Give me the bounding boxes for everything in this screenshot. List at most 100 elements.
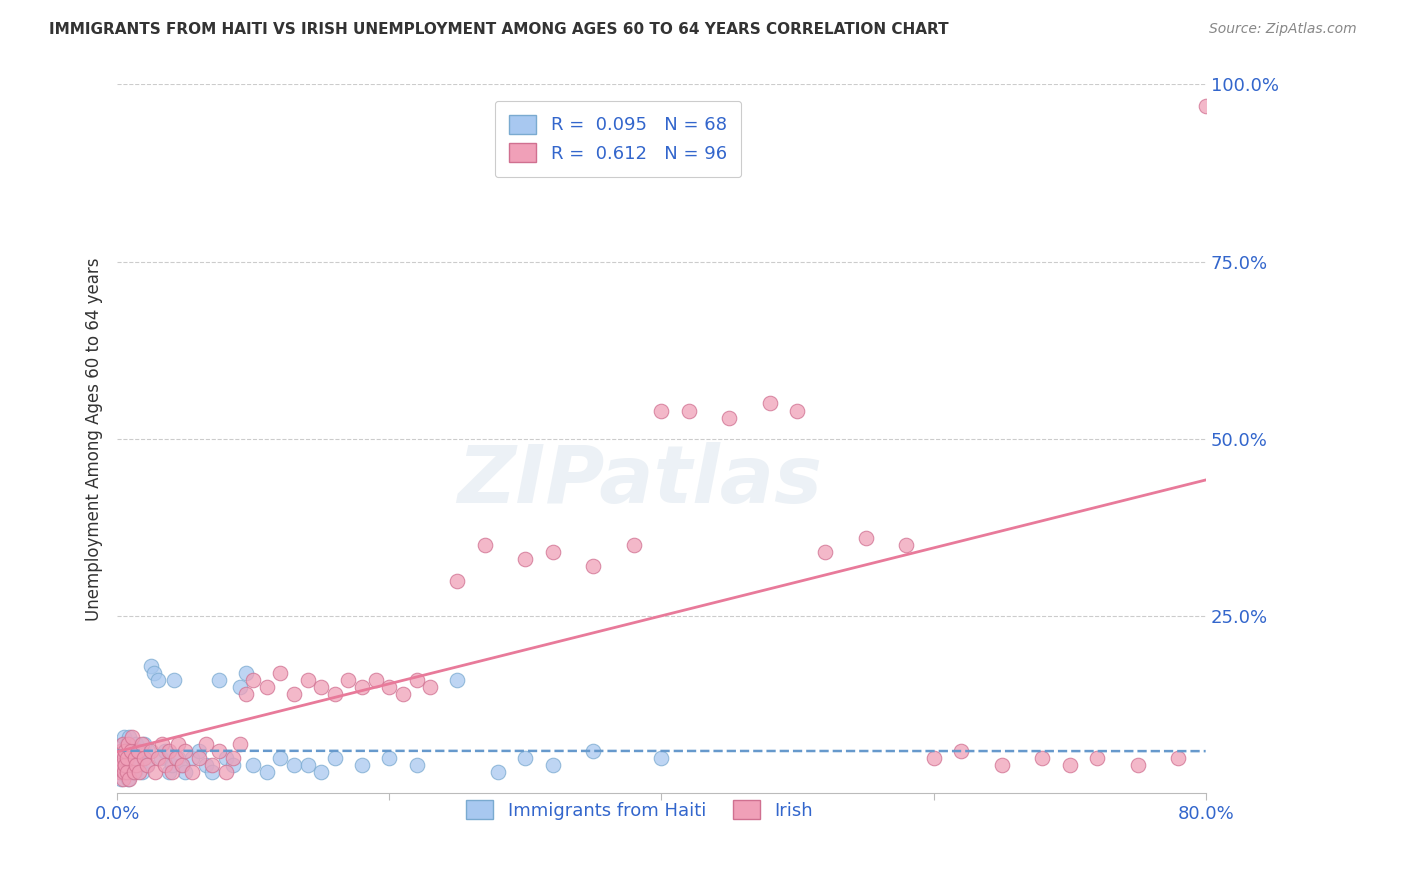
Point [1330,403,1353,417]
Point [1059,758,1081,772]
Point [112,751,135,765]
Point [174,765,197,780]
Point [446,574,468,588]
Point [1126,758,1149,772]
Point [814,545,837,559]
Point [228,737,250,751]
Point [242,673,264,687]
Point [108,758,131,772]
Point [582,559,605,574]
Point [187,751,209,765]
Point [115,765,138,780]
Point [855,531,877,545]
Point [208,673,231,687]
Point [157,744,180,758]
Point [1263,105,1285,120]
Point [120,744,142,758]
Point [110,772,132,787]
Point [378,751,401,765]
Point [146,751,169,765]
Point [1399,538,1406,552]
Point [131,765,153,780]
Point [678,403,700,417]
Point [118,730,141,744]
Point [150,737,173,751]
Point [323,687,346,701]
Point [201,765,224,780]
Text: Source: ZipAtlas.com: Source: ZipAtlas.com [1209,22,1357,37]
Point [110,744,132,758]
Text: ZIPatlas: ZIPatlas [457,442,823,520]
Point [650,751,672,765]
Point [112,758,135,772]
Point [136,758,159,772]
Point [256,765,278,780]
Point [107,751,129,765]
Point [149,751,172,765]
Point [134,737,156,751]
Point [143,765,166,780]
Point [111,772,134,787]
Point [378,680,401,694]
Point [120,765,142,780]
Point [896,538,918,552]
Legend: Immigrants from Haiti, Irish: Immigrants from Haiti, Irish [451,786,828,834]
Point [1195,99,1218,113]
Point [194,737,217,751]
Point [405,673,427,687]
Point [128,758,150,772]
Point [235,665,257,680]
Point [121,730,143,744]
Point [115,751,138,765]
Point [201,758,224,772]
Point [111,737,134,751]
Point [128,765,150,780]
Point [146,673,169,687]
Point [125,758,148,772]
Point [187,744,209,758]
Point [111,737,134,751]
Point [1371,531,1393,545]
Point [141,658,163,673]
Point [269,665,291,680]
Point [1031,751,1053,765]
Point [122,765,145,780]
Point [181,765,204,780]
Point [138,744,160,758]
Point [515,751,537,765]
Point [311,680,333,694]
Point [352,680,374,694]
Point [1303,410,1326,425]
Point [122,744,145,758]
Point [364,673,387,687]
Point [1289,99,1312,113]
Point [117,737,139,751]
Point [194,758,217,772]
Point [115,751,138,765]
Point [582,744,605,758]
Point [297,673,319,687]
Point [115,737,138,751]
Point [474,538,496,552]
Point [392,687,415,701]
Point [541,758,564,772]
Point [283,687,305,701]
Point [228,680,250,694]
Point [419,680,441,694]
Point [108,765,131,780]
Point [949,744,972,758]
Point [1222,92,1244,106]
Point [759,396,782,410]
Point [269,751,291,765]
Point [174,744,197,758]
Point [153,744,176,758]
Point [922,751,945,765]
Point [446,673,468,687]
Point [283,758,305,772]
Point [256,680,278,694]
Point [311,765,333,780]
Point [1317,417,1340,432]
Point [623,538,645,552]
Point [112,751,135,765]
Point [486,765,509,780]
